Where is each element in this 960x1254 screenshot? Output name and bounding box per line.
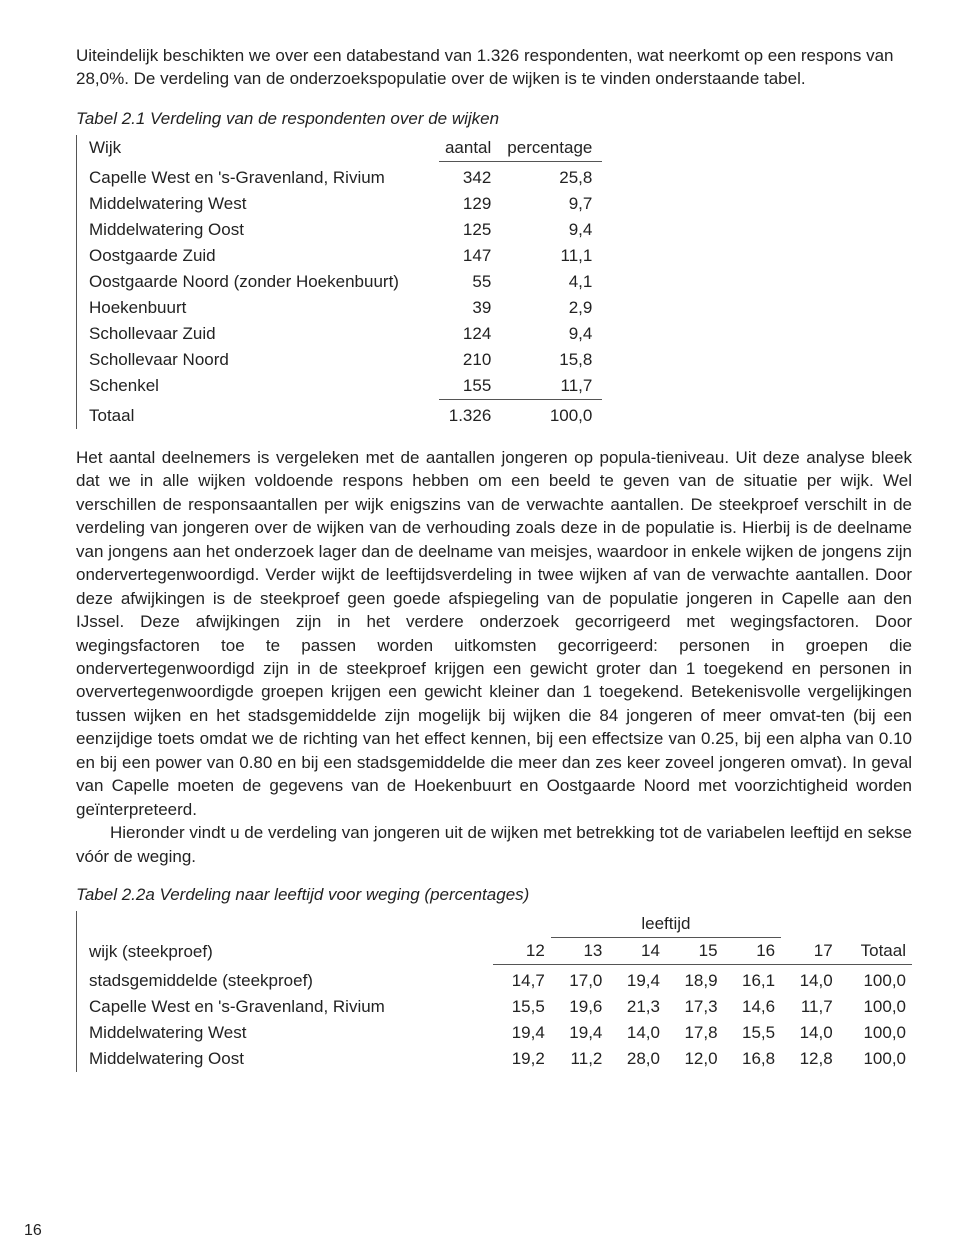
t2-cell-value: 19,4 (608, 965, 666, 995)
t1-cell-aantal: 342 (439, 161, 501, 191)
t1-col-percentage: percentage (501, 135, 602, 162)
t2-cell-value: 14,0 (781, 1020, 839, 1046)
t2-cell-value: 19,4 (493, 1020, 551, 1046)
t1-cell-pct: 9,4 (501, 321, 602, 347)
t1-cell-pct: 4,1 (501, 269, 602, 295)
t2-cell-value: 12,0 (666, 1046, 724, 1072)
table-row: Middelwatering West1299,7 (77, 191, 603, 217)
table-2-1: Wijk aantal percentage Capelle West en '… (76, 135, 602, 429)
table-row: Oostgaarde Zuid14711,1 (77, 243, 603, 269)
t1-cell-pct: 11,1 (501, 243, 602, 269)
t2-col-14: 14 (608, 938, 666, 965)
t2-cell-value: 14,0 (781, 965, 839, 995)
table-row: Schenkel15511,7 (77, 373, 603, 400)
t2-cell-value: 19,2 (493, 1046, 551, 1072)
page: Uiteindelijk beschikten we over een data… (0, 0, 960, 1254)
analysis-text-1: Het aantal deelnemers is vergeleken met … (76, 448, 912, 819)
t2-cell-value: 100,0 (839, 1046, 912, 1072)
t2-cell-value: 16,8 (724, 1046, 782, 1072)
t2-col-15: 15 (666, 938, 724, 965)
t1-cell-pct: 25,8 (501, 161, 602, 191)
analysis-text-2: Hieronder vindt u de verdeling van jonge… (76, 823, 912, 865)
t1-cell-wijk: Middelwatering Oost (77, 217, 439, 243)
page-number: 16 (24, 1222, 42, 1240)
table-row: Oostgaarde Noord (zonder Hoekenbuurt)554… (77, 269, 603, 295)
table-row: Hoekenbuurt392,9 (77, 295, 603, 321)
t1-cell-wijk: Schenkel (77, 373, 439, 400)
t2-cell-value: 11,2 (551, 1046, 609, 1072)
t1-cell-wijk: Oostgaarde Zuid (77, 243, 439, 269)
intro-paragraph: Uiteindelijk beschikten we over een data… (76, 45, 912, 91)
t2-cell-value: 14,7 (493, 965, 551, 995)
t2-col-16: 16 (724, 938, 782, 965)
table-row: Middelwatering West19,419,414,017,815,51… (77, 1020, 913, 1046)
t1-cell-pct: 2,9 (501, 295, 602, 321)
t1-cell-wijk: Schollevaar Zuid (77, 321, 439, 347)
t2-cell-value: 18,9 (666, 965, 724, 995)
t1-col-wijk: Wijk (77, 135, 439, 162)
t2-cell-wijk: Capelle West en 's-Gravenland, Rivium (77, 994, 494, 1020)
t1-cell-pct: 15,8 (501, 347, 602, 373)
t2-cell-wijk: stadsgemiddelde (steekproef) (77, 965, 494, 995)
t2-cell-value: 17,3 (666, 994, 724, 1020)
t1-cell-pct: 9,7 (501, 191, 602, 217)
t1-cell-wijk: Middelwatering West (77, 191, 439, 217)
t1-cell-wijk: Oostgaarde Noord (zonder Hoekenbuurt) (77, 269, 439, 295)
table-row: Capelle West en 's-Gravenland, Rivium342… (77, 161, 603, 191)
t2-cell-wijk: Middelwatering Oost (77, 1046, 494, 1072)
t1-cell-aantal: 147 (439, 243, 501, 269)
t2-cell-value: 15,5 (724, 1020, 782, 1046)
t1-col-aantal: aantal (439, 135, 501, 162)
t1-cell-wijk: Hoekenbuurt (77, 295, 439, 321)
t1-cell-wijk: Schollevaar Noord (77, 347, 439, 373)
t1-cell-aantal: 129 (439, 191, 501, 217)
t2-col-12: 12 (493, 938, 551, 965)
table-row: Schollevaar Noord21015,8 (77, 347, 603, 373)
t2-cell-value: 28,0 (608, 1046, 666, 1072)
t2-cell-value: 17,8 (666, 1020, 724, 1046)
t2-cell-value: 17,0 (551, 965, 609, 995)
t2-cell-value: 14,6 (724, 994, 782, 1020)
t2-cell-value: 16,1 (724, 965, 782, 995)
t2-cell-value: 12,8 (781, 1046, 839, 1072)
t2-super-leeftijd: leeftijd (551, 911, 781, 938)
table2-caption: Tabel 2.2a Verdeling naar leeftijd voor … (76, 885, 912, 905)
t2-cell-value: 100,0 (839, 994, 912, 1020)
t1-cell-aantal: 155 (439, 373, 501, 400)
t1-cell-aantal: 125 (439, 217, 501, 243)
t1-cell-aantal: 55 (439, 269, 501, 295)
t1-cell-aantal: 210 (439, 347, 501, 373)
table-row: Middelwatering Oost19,211,228,012,016,81… (77, 1046, 913, 1072)
t2-col-totaal: Totaal (839, 938, 912, 965)
t1-total-pct: 100,0 (501, 399, 602, 429)
t2-cell-value: 100,0 (839, 1020, 912, 1046)
table-2-2a: leeftijd wijk (steekproef) 12 13 14 15 1… (76, 911, 912, 1072)
t2-cell-value: 19,6 (551, 994, 609, 1020)
t2-col-wijk: wijk (steekproef) (77, 938, 494, 965)
t2-cell-value: 15,5 (493, 994, 551, 1020)
t2-cell-value: 14,0 (608, 1020, 666, 1046)
t2-cell-value: 19,4 (551, 1020, 609, 1046)
t2-col-13: 13 (551, 938, 609, 965)
t1-cell-aantal: 39 (439, 295, 501, 321)
table-row: Middelwatering Oost1259,4 (77, 217, 603, 243)
t2-cell-wijk: Middelwatering West (77, 1020, 494, 1046)
t1-cell-aantal: 124 (439, 321, 501, 347)
t1-total-label: Totaal (77, 399, 439, 429)
t1-cell-wijk: Capelle West en 's-Gravenland, Rivium (77, 161, 439, 191)
t2-cell-value: 100,0 (839, 965, 912, 995)
analysis-paragraph: Het aantal deelnemers is vergeleken met … (76, 446, 912, 868)
table-row: Schollevaar Zuid1249,4 (77, 321, 603, 347)
t2-cell-value: 11,7 (781, 994, 839, 1020)
t2-cell-value: 21,3 (608, 994, 666, 1020)
t1-cell-pct: 9,4 (501, 217, 602, 243)
t1-total-aantal: 1.326 (439, 399, 501, 429)
t2-col-17: 17 (781, 938, 839, 965)
table-row: Capelle West en 's-Gravenland, Rivium15,… (77, 994, 913, 1020)
t1-cell-pct: 11,7 (501, 373, 602, 400)
table1-caption: Tabel 2.1 Verdeling van de respondenten … (76, 109, 912, 129)
table-row: stadsgemiddelde (steekproef)14,717,019,4… (77, 965, 913, 995)
